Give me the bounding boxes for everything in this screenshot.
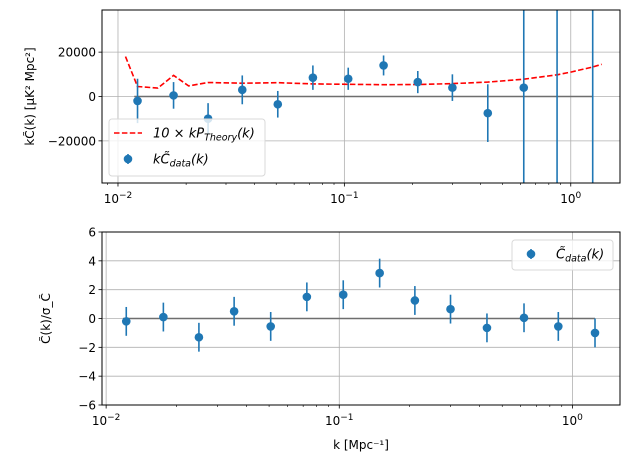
y-tick-label: −4 (78, 370, 96, 384)
x-tick-label: 10−1 (330, 191, 359, 206)
data-point (169, 91, 178, 100)
y-tick-label: −20000 (48, 134, 96, 148)
data-point (121, 317, 131, 326)
bottom-y-ticks: 6 4 2 0 −2 −4 −6 (78, 226, 102, 413)
y-tick-label: 4 (88, 254, 96, 268)
y-tick-label: −2 (78, 341, 96, 355)
data-point (446, 304, 455, 314)
top-panel: 10−2 10−1 100 20000 0 −20000 kC̃(k) [μK² Mpc… (23, 9, 621, 206)
data-point (413, 77, 423, 87)
top-x-ticks: 10−2 10−1 100 (104, 183, 582, 206)
y-tick-label: −6 (78, 399, 96, 413)
bottom-panel: 10−2 10−1 100 6 4 2 0 −2 −4 −6 C̃(k)/σ_C̃ k [Mpc… (39, 226, 621, 452)
data-point (133, 96, 142, 106)
bottom-series (121, 258, 600, 352)
x-tick-label: 10−1 (325, 413, 354, 428)
data-point (308, 73, 318, 82)
data-point (483, 108, 493, 118)
bottom-x-ticks: 10−2 10−1 100 (92, 405, 583, 428)
legend-marker-swatch (526, 249, 536, 259)
data-point (237, 85, 247, 95)
bottom-y-axis-label: C̃(k)/σ_C̃ (39, 293, 53, 344)
data-point (554, 322, 563, 331)
data-point (482, 323, 492, 333)
data-point (159, 312, 168, 322)
x-tick-label: 100 (562, 413, 583, 428)
y-tick-label: 20000 (58, 46, 96, 60)
data-point (379, 61, 388, 70)
legend-frame (108, 118, 266, 177)
legend-entry-label: 10 × kPTheory(k) (153, 127, 255, 144)
x-tick-label: 10−2 (92, 413, 121, 428)
legend-marker-swatch (123, 154, 133, 164)
data-point (375, 268, 384, 278)
theory-line (124, 56, 602, 89)
top-y-ticks: 20000 0 −20000 (48, 46, 102, 148)
x-tick-label: 100 (560, 191, 581, 206)
data-point (302, 292, 312, 302)
data-point (266, 322, 275, 331)
data-point (590, 328, 600, 338)
data-point (410, 296, 420, 305)
data-point (519, 83, 529, 92)
data-point (448, 83, 457, 92)
data-point (194, 332, 204, 342)
y-tick-label: 0 (88, 312, 96, 326)
legend-entry-label: C̃data(k) (556, 247, 604, 264)
data-point (519, 313, 529, 323)
x-tick-label: 10−2 (104, 191, 133, 206)
y-tick-label: 2 (88, 283, 96, 297)
data-point (338, 290, 348, 300)
bottom-x-axis-label: k [Mpc⁻¹] (333, 438, 389, 452)
top-y-axis-label: kC̃(k) [μK² Mpc²] (23, 47, 37, 145)
top-legend: 10 × kPTheory(k) kC̃data(k) (108, 118, 266, 177)
bottom-legend: C̃data(k) (511, 239, 614, 271)
legend-entry-label: kC̃data(k) (153, 152, 209, 169)
y-tick-label: 6 (88, 226, 96, 240)
data-point (343, 74, 353, 84)
data-point (229, 306, 239, 316)
legend-frame (511, 239, 614, 271)
y-tick-label: 0 (88, 90, 96, 104)
data-point (273, 99, 283, 109)
